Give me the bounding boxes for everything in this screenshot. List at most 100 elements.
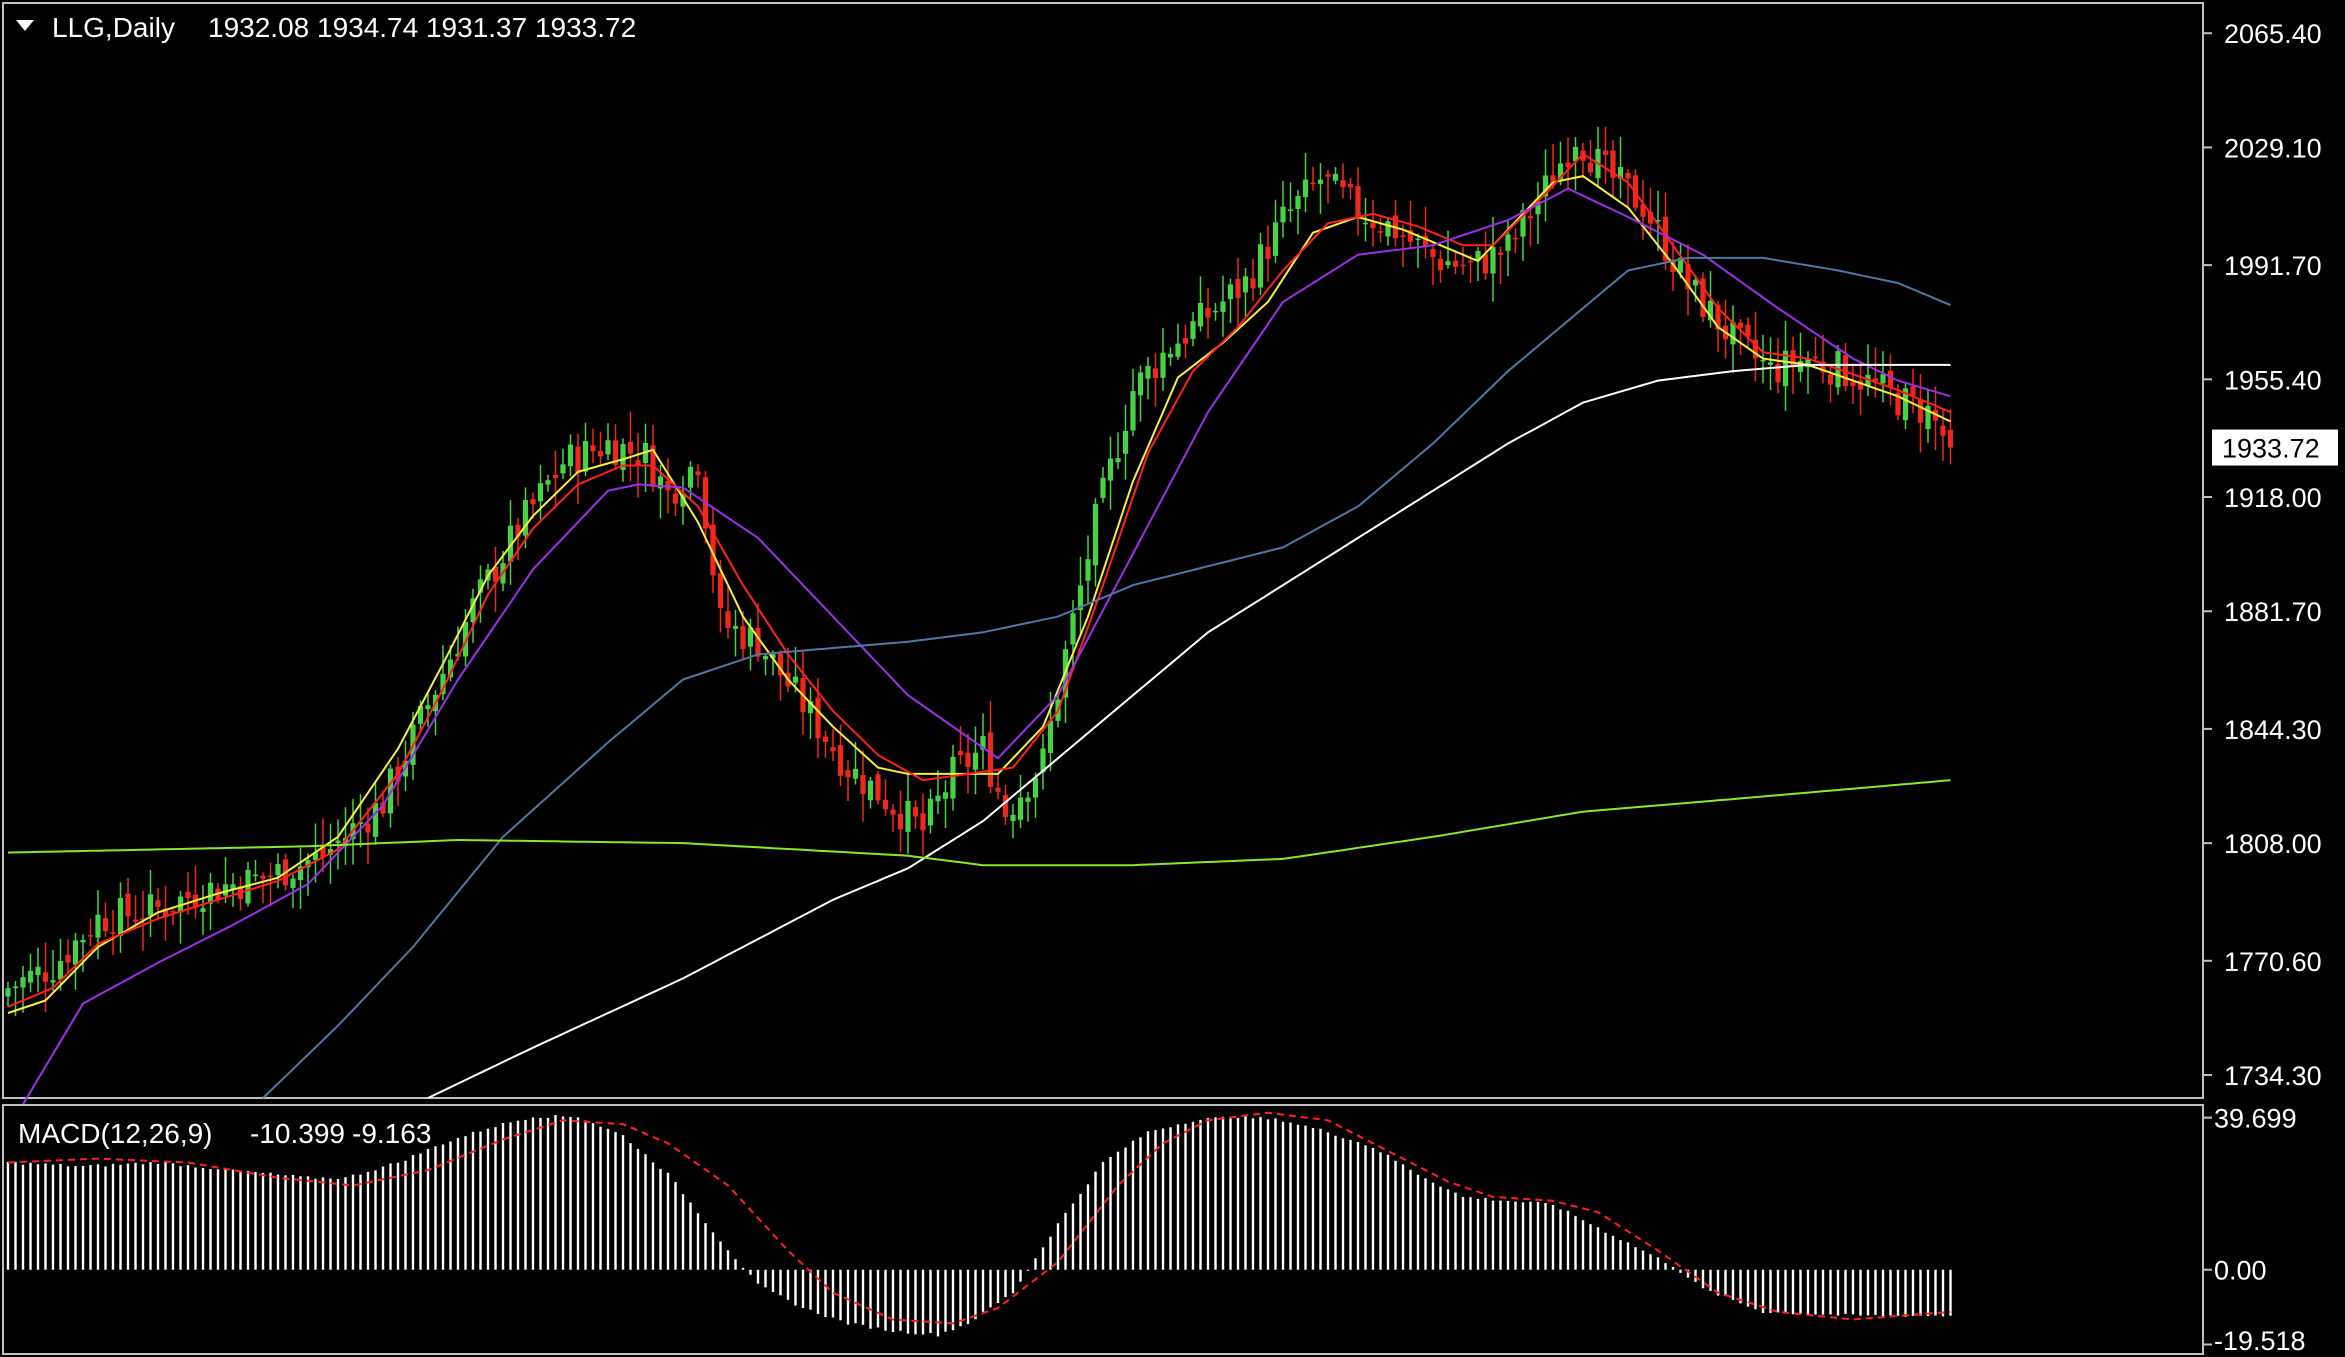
bear-candle <box>1602 150 1609 155</box>
macd-histogram-bar <box>1859 1269 1862 1316</box>
macd-histogram-bar <box>1184 1123 1187 1270</box>
macd-histogram-bar <box>1686 1269 1690 1278</box>
bear-candle <box>1497 252 1504 255</box>
macd-histogram-bar <box>44 1163 47 1270</box>
macd-histogram-bar <box>749 1269 752 1275</box>
macd-histogram-bar <box>1154 1130 1157 1270</box>
bear-candle <box>1715 304 1721 330</box>
bear-candle <box>1347 183 1354 188</box>
bull-candle <box>312 852 319 861</box>
bull-candle <box>297 866 304 881</box>
bear-candle <box>845 770 851 778</box>
macd-histogram-bar <box>546 1117 550 1270</box>
bull-candle <box>1902 388 1909 421</box>
macd-histogram-bar <box>659 1168 662 1270</box>
macd-histogram-bar <box>1731 1269 1735 1300</box>
macd-histogram-bar <box>1446 1189 1450 1270</box>
dropdown-triangle-icon[interactable] <box>16 20 34 31</box>
bear-candle <box>65 954 71 963</box>
macd-histogram-bar <box>1274 1118 1277 1270</box>
macd-histogram-bar <box>1416 1174 1420 1270</box>
bull-candle <box>762 656 769 660</box>
macd-histogram-bar <box>6 1161 10 1270</box>
macd-histogram-bar <box>1896 1269 1900 1316</box>
macd-histogram-bar <box>951 1269 955 1331</box>
macd-histogram-bar <box>1034 1258 1037 1270</box>
bear-candle <box>830 747 836 752</box>
macd-histogram-bar <box>1116 1151 1120 1270</box>
macd-histogram-bar <box>456 1137 460 1270</box>
macd-histogram-bar <box>126 1163 130 1270</box>
macd-histogram-bar <box>1596 1227 1600 1270</box>
macd-tick-label: -19.518 <box>2214 1326 2306 1356</box>
bear-candle <box>125 893 131 917</box>
bull-candle <box>1212 310 1219 313</box>
macd-histogram-bar <box>1499 1200 1502 1270</box>
bull-candle <box>1332 173 1339 181</box>
macd-histogram-bar <box>1649 1254 1652 1270</box>
macd-histogram-bar <box>1664 1263 1667 1270</box>
bear-candle <box>1917 399 1924 423</box>
bear-candle <box>1310 182 1316 185</box>
bull-candle <box>1572 146 1579 162</box>
macd-histogram-bar <box>104 1166 107 1270</box>
macd-histogram-bar <box>1671 1266 1675 1270</box>
macd-histogram-bar <box>1566 1210 1570 1270</box>
bull-candle <box>1287 209 1294 211</box>
macd-histogram-bar <box>1221 1116 1225 1270</box>
macd-tick-label: 0.00 <box>2214 1256 2267 1286</box>
bull-candle <box>1190 321 1196 339</box>
price-tick-label: 2029.10 <box>2224 133 2322 163</box>
macd-histogram-bar <box>1949 1269 1952 1316</box>
macd-histogram-bar <box>119 1164 122 1270</box>
bear-candle <box>920 813 926 831</box>
macd-histogram-bar <box>186 1165 190 1270</box>
bear-candle <box>365 823 371 833</box>
macd-histogram-bar <box>1829 1269 1832 1315</box>
macd-histogram-bar <box>1341 1138 1345 1270</box>
bull-candle <box>290 878 296 888</box>
bear-candle <box>1452 260 1459 267</box>
bull-candle <box>1767 362 1774 365</box>
bull-candle <box>35 966 41 976</box>
bull-candle <box>1257 244 1264 288</box>
macd-histogram-bar <box>314 1178 317 1270</box>
macd-histogram-bar <box>201 1167 205 1270</box>
macd-histogram-bar <box>1551 1205 1555 1270</box>
macd-histogram-bar <box>1146 1131 1150 1270</box>
macd-histogram-bar <box>1544 1203 1547 1270</box>
bull-candle <box>5 988 11 997</box>
price-tick-label: 1991.70 <box>2224 251 2322 281</box>
macd-histogram-bar <box>741 1267 745 1270</box>
bear-candle <box>635 459 641 467</box>
bull-candle <box>687 466 694 488</box>
bull-candle <box>1160 352 1166 378</box>
bull-candle <box>942 792 949 799</box>
macd-histogram-bar <box>14 1161 17 1270</box>
macd-histogram-bar <box>1086 1184 1090 1270</box>
bull-candle <box>1655 219 1661 222</box>
macd-histogram-bar <box>21 1164 25 1270</box>
bear-candle <box>1377 231 1384 233</box>
bull-candle <box>200 908 206 912</box>
bear-candle <box>897 813 904 830</box>
macd-histogram-bar <box>1064 1212 1067 1270</box>
bear-candle <box>1790 350 1796 368</box>
macd-histogram-bar <box>269 1172 272 1270</box>
macd-histogram-bar <box>351 1174 355 1270</box>
macd-histogram-bar <box>681 1194 685 1270</box>
macd-histogram-bar <box>1701 1269 1705 1289</box>
macd-histogram-bar <box>336 1178 340 1270</box>
bull-candle <box>522 500 529 536</box>
bear-candle <box>492 566 499 582</box>
bear-candle <box>740 626 746 650</box>
macd-histogram-bar <box>554 1115 557 1270</box>
bear-candle <box>725 611 731 628</box>
bear-candle <box>1895 392 1901 416</box>
macd-histogram-bar <box>1746 1269 1750 1307</box>
bull-candle <box>57 961 64 980</box>
macd-histogram-bar <box>1874 1269 1877 1315</box>
macd-histogram-bar <box>74 1166 77 1270</box>
macd-histogram-bar <box>591 1123 595 1270</box>
